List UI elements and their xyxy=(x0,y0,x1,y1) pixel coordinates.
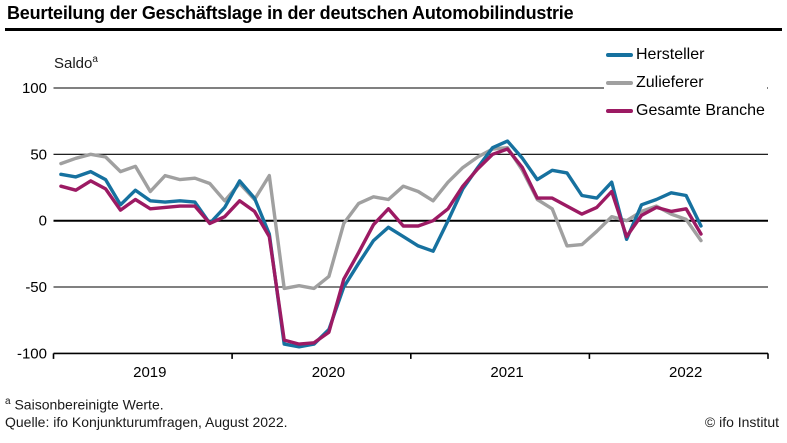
copyright-label: © ifo Institut xyxy=(704,414,779,430)
y-tick-label-100: 100 xyxy=(22,80,47,97)
x-tick-label-2022: 2022 xyxy=(669,364,702,381)
title-rule xyxy=(5,28,782,31)
legend-item-hersteller: Hersteller xyxy=(606,41,765,69)
y-tick-label-0: 0 xyxy=(39,213,47,230)
x-tick-label-2021: 2021 xyxy=(490,364,523,381)
y-tick-label--100: -100 xyxy=(17,345,47,362)
gesamte-branche-line-swatch-icon xyxy=(606,109,633,113)
legend-label: Gesamte Branche xyxy=(636,102,765,119)
footnote-seasonal-adjustment: a Saisonbereinigte Werte. xyxy=(5,396,164,413)
legend-label: Hersteller xyxy=(636,46,705,63)
y-tick-label--50: -50 xyxy=(25,279,47,296)
chart-legend: Hersteller Zulieferer Gesamte Branche xyxy=(604,40,767,127)
y-axis-unit-label: Saldoa xyxy=(54,54,98,72)
x-tick-label-2020: 2020 xyxy=(312,364,345,381)
y-tick-label-50: 50 xyxy=(30,146,47,163)
line-zulieferer xyxy=(59,145,703,291)
x-tick-label-2019: 2019 xyxy=(133,364,166,381)
legend-label: Zulieferer xyxy=(636,74,704,91)
line-gesamte-branche xyxy=(59,147,703,346)
footnote-source: Quelle: ifo Konjunkturumfragen, August 2… xyxy=(5,414,288,430)
legend-item-zulieferer: Zulieferer xyxy=(606,69,765,97)
hersteller-line-swatch-icon xyxy=(606,53,633,57)
legend-item-gesamte-branche: Gesamte Branche xyxy=(606,97,765,125)
page-title: Beurteilung der Geschäftslage in der deu… xyxy=(7,3,574,23)
zulieferer-line-swatch-icon xyxy=(606,81,633,85)
line-hersteller xyxy=(59,139,703,349)
